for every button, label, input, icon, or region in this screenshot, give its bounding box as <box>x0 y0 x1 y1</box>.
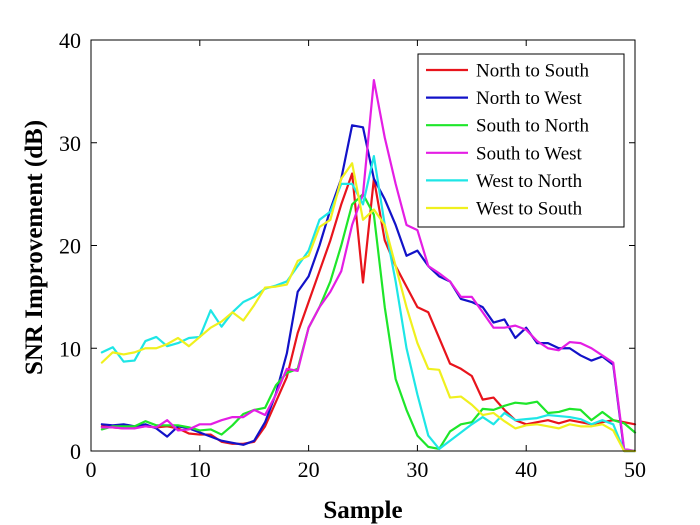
ticks-layer: 0 10 20 30 40 50 0 10 20 30 40 <box>59 28 646 482</box>
legend-box <box>417 53 625 228</box>
y-axis-label: SNR Improvement (dB) <box>21 120 48 375</box>
legend-label-west-to-south: West to South <box>476 199 583 220</box>
x-tick-label: 40 <box>515 457 537 482</box>
legend: North to South North to West South to Nort… <box>417 53 625 228</box>
y-tick-label: 30 <box>59 131 81 156</box>
legend-label-south-to-north: South to North <box>476 116 589 137</box>
y-tick-label: 20 <box>59 234 81 259</box>
legend-label-south-to-west: South to West <box>476 143 583 164</box>
y-tick-label: 10 <box>59 336 81 361</box>
series-layer <box>100 78 637 453</box>
x-tick-label: 50 <box>624 457 646 482</box>
legend-label-north-to-south: North to South <box>476 61 589 82</box>
series-line-north-to-south <box>100 172 637 445</box>
x-tick-label: 10 <box>189 457 211 482</box>
series-line-south-to-west <box>100 78 637 453</box>
series-line-west-to-north <box>100 155 637 453</box>
x-tick-label: 0 <box>86 457 97 482</box>
y-tick-label: 0 <box>70 439 81 464</box>
y-tick-label: 40 <box>59 28 81 53</box>
series-line-west-to-south <box>100 162 637 453</box>
x-tick-label: 20 <box>298 457 320 482</box>
legend-label-north-to-west: North to West <box>476 88 583 109</box>
x-axis-label: Sample <box>323 497 402 524</box>
legend-label-west-to-north: West to North <box>476 171 583 192</box>
x-tick-label: 30 <box>406 457 428 482</box>
